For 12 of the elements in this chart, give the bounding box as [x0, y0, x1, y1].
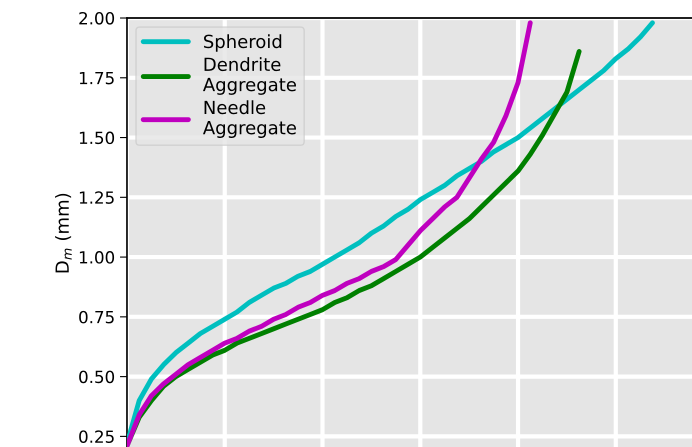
y-tick-label: 0.75 [79, 310, 114, 324]
y-tick-label: 1.25 [80, 191, 114, 204]
y-tick-label: 1.50 [80, 132, 114, 144]
legend-label: Spheroid [204, 34, 282, 52]
y-tick-label: 1.00 [80, 251, 114, 264]
legend-label: Dendrite Aggregate [202, 57, 296, 95]
legend-label: Needle Aggregate [202, 100, 296, 138]
y-tick-label: 2.00 [79, 12, 114, 25]
y-tick-label: 1.75 [80, 72, 114, 84]
y-tick-label: 0.50 [79, 370, 114, 384]
y-axis-title: D$_{m}$ (mm) [55, 194, 72, 272]
y-tick-label: 0.25 [79, 430, 114, 443]
